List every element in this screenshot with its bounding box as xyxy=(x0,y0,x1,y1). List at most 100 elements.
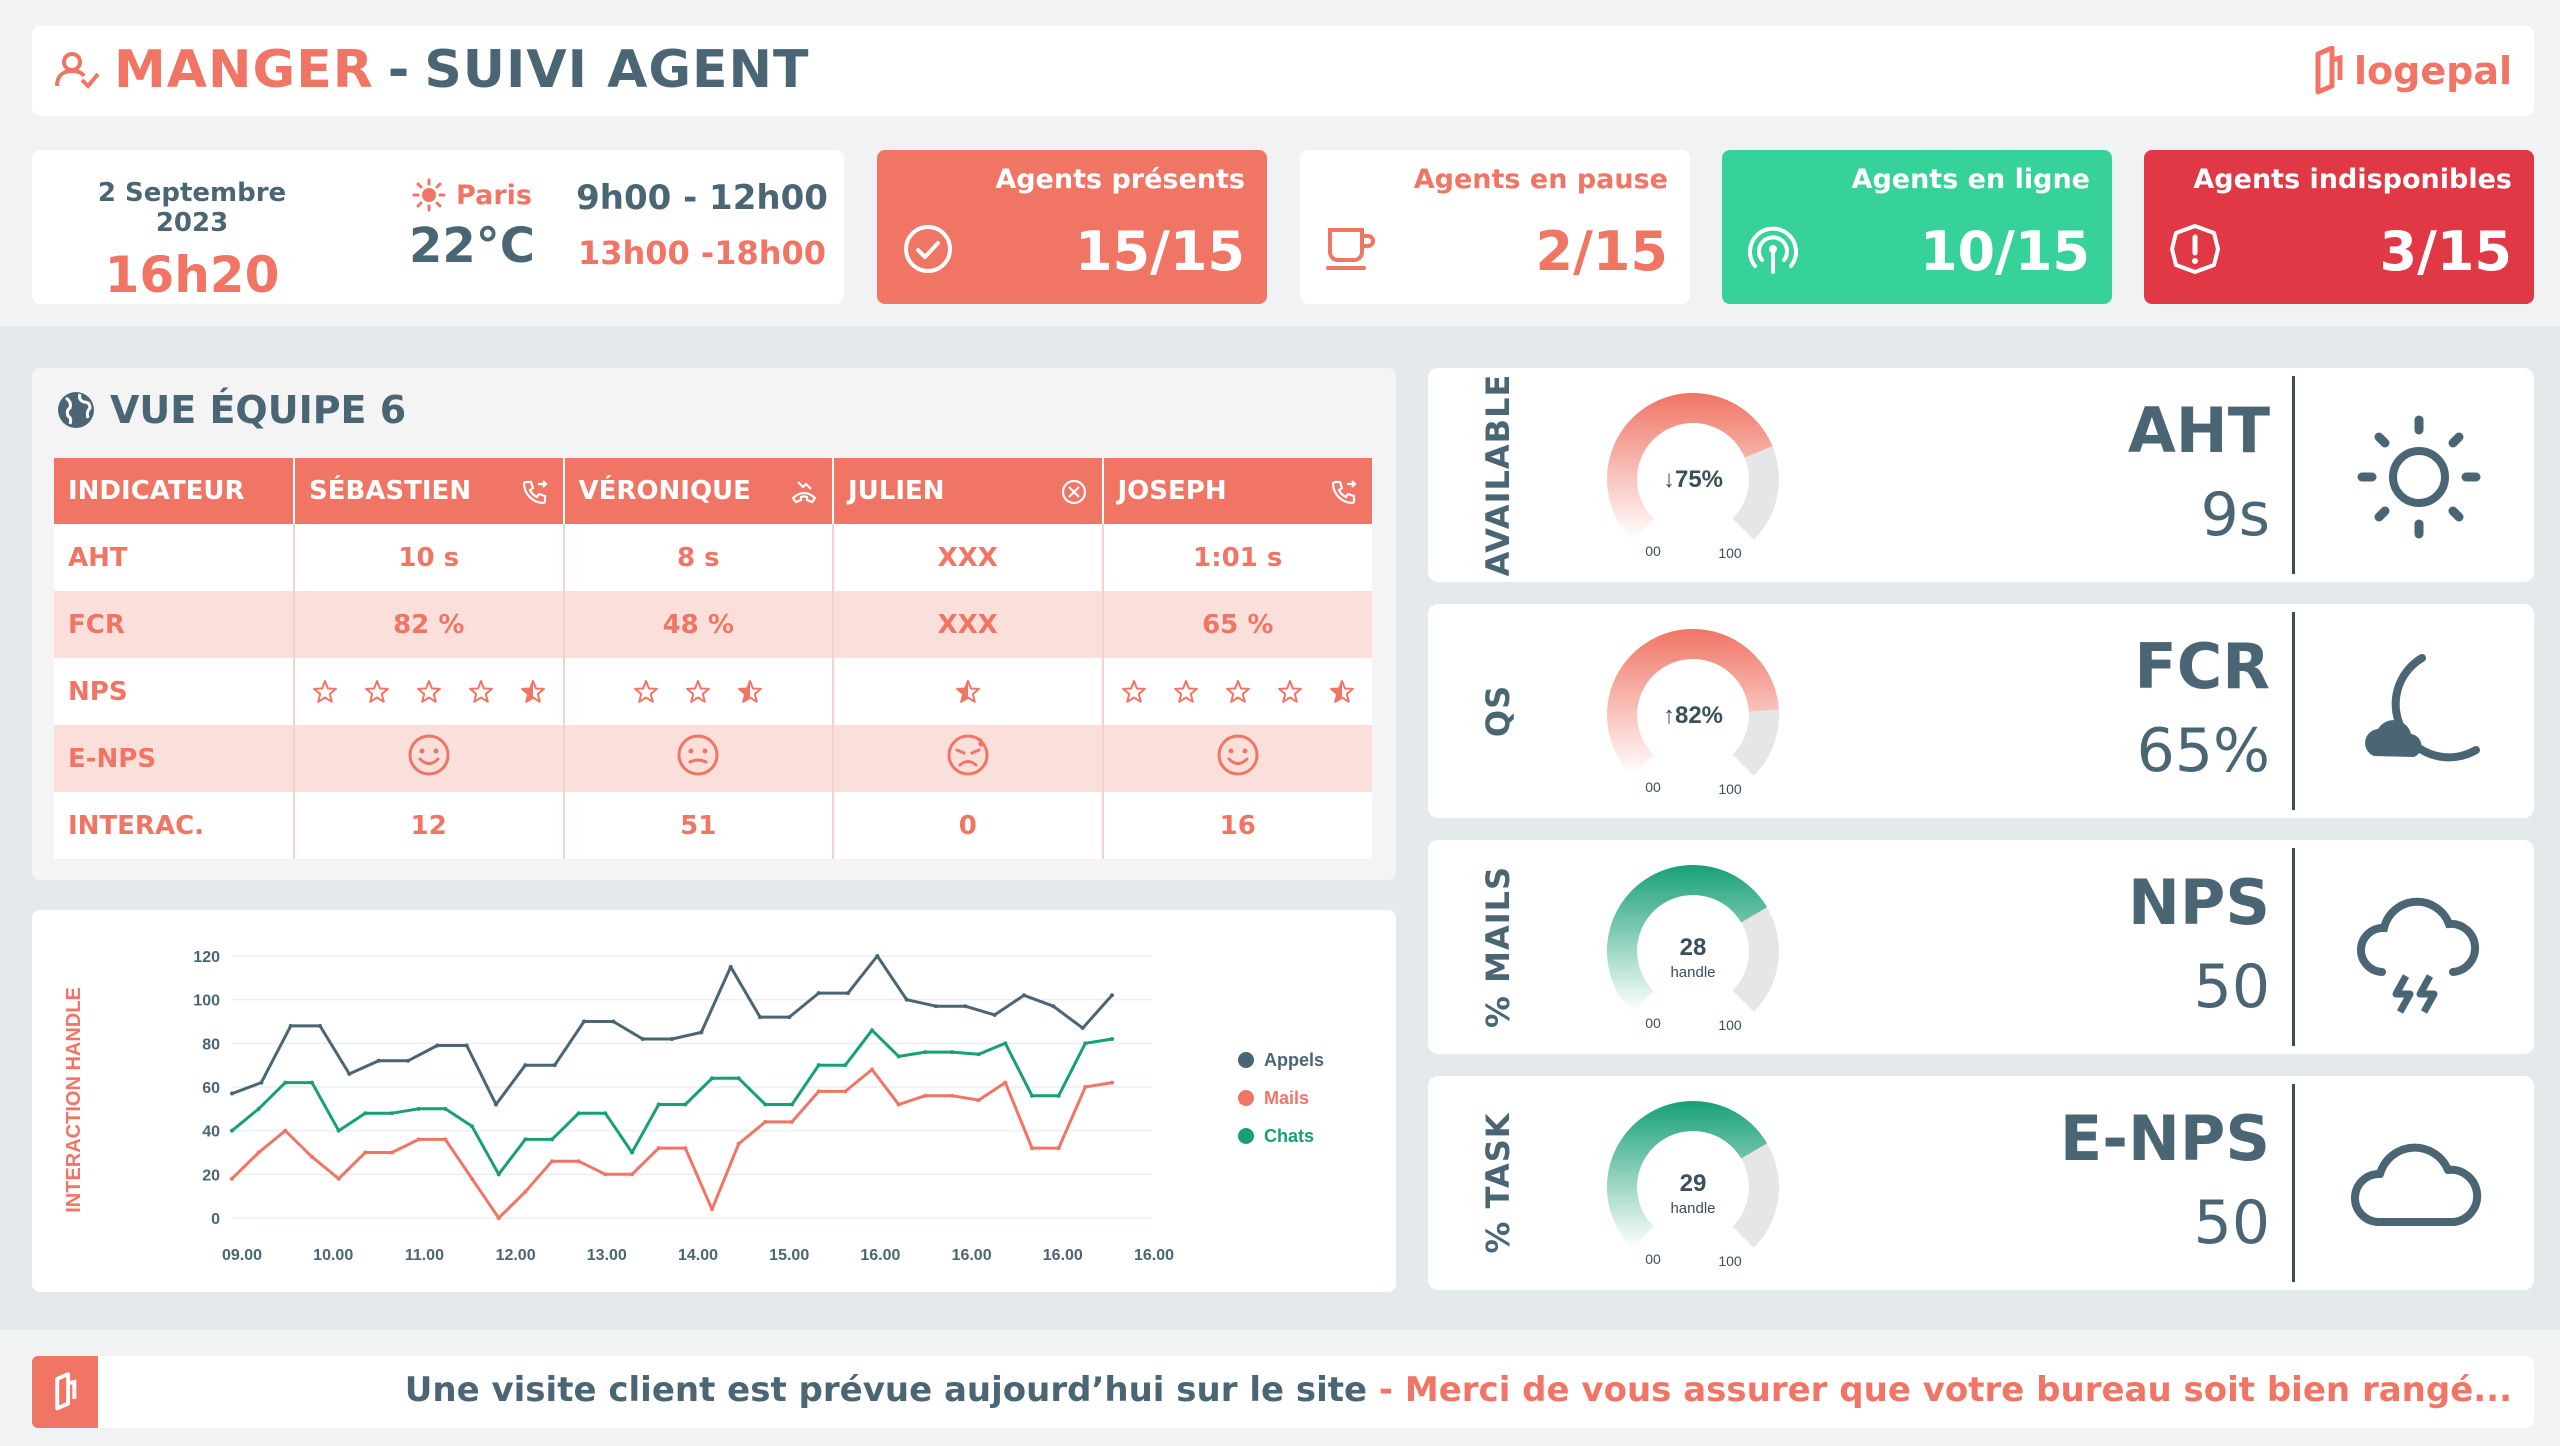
star-rating xyxy=(295,679,563,705)
gauge-card-aht: AVAILABLE ↓75% 00 100 AHT 9s xyxy=(1428,368,2534,582)
col-header-agent[interactable]: JOSEPH xyxy=(1102,458,1372,524)
gauge-center-value: ↑82% xyxy=(1663,702,1723,729)
series-line-chats xyxy=(231,1028,1113,1176)
table-cell: 1:01 s xyxy=(1102,524,1372,591)
col-header-agent[interactable]: SÉBASTIEN xyxy=(294,458,565,524)
data-point xyxy=(603,1111,608,1116)
gauge-sub-label: handle xyxy=(1670,964,1715,981)
page-title: MANGER - SUIVI AGENT xyxy=(54,40,810,100)
data-point xyxy=(1051,1004,1056,1009)
x-tick-label: 13.00 xyxy=(587,1247,627,1264)
data-point xyxy=(230,1128,234,1133)
x-tick-label: 15.00 xyxy=(769,1247,809,1264)
data-point xyxy=(1003,1080,1008,1085)
logo-text: logepal xyxy=(2354,49,2512,93)
weather-block: Paris 22°C xyxy=(372,178,572,274)
data-point xyxy=(875,954,880,958)
data-point xyxy=(683,1102,688,1107)
data-point xyxy=(976,1098,981,1103)
data-point xyxy=(310,1080,314,1085)
footer-message-sep: - xyxy=(1367,1370,1405,1410)
gauge-min-label: 00 xyxy=(1645,1015,1661,1031)
data-point xyxy=(758,1015,762,1020)
x-tick-label: 16.00 xyxy=(952,1247,992,1264)
data-point xyxy=(1110,1036,1114,1041)
kpi-agents-pause: Agents en pause 2/15 xyxy=(1300,150,1690,304)
y-tick-label: 80 xyxy=(202,1036,220,1053)
gauge-fill xyxy=(1607,629,1779,776)
data-point xyxy=(552,1063,557,1068)
data-point xyxy=(640,1036,645,1041)
gauge-fill xyxy=(1607,865,1768,1012)
data-point xyxy=(790,1102,794,1107)
data-point xyxy=(1080,1026,1085,1031)
team-title: VUE ÉQUIPE 6 xyxy=(56,388,406,432)
sun-icon xyxy=(2357,415,2481,539)
star-icon xyxy=(634,679,659,703)
data-point xyxy=(416,1137,421,1142)
footer-message-alert: Merci de vous assurer que votre bureau s… xyxy=(1404,1370,2512,1410)
table-cell: 0 xyxy=(833,792,1104,859)
date-time: 2 Septembre 2023 16h20 xyxy=(72,178,312,304)
star-icon xyxy=(1277,679,1302,703)
gauge-max-label: 100 xyxy=(1718,1017,1742,1033)
star-icon xyxy=(416,679,441,703)
gauge-side-label: QS xyxy=(1479,684,1517,738)
data-point xyxy=(896,1054,901,1059)
data-point xyxy=(230,1176,234,1181)
data-point xyxy=(310,1154,314,1159)
metric-value: 9s xyxy=(2200,480,2270,550)
series-line-appels xyxy=(231,954,1114,1106)
neutral-face-icon xyxy=(677,734,719,776)
footer-message: Une visite client est prévue aujourd’hui… xyxy=(405,1370,2512,1410)
table-cell: 82 % xyxy=(294,591,565,658)
data-point xyxy=(406,1058,410,1063)
shift-hours: 9h00 - 12h00 13h00 -18h00 xyxy=(572,178,832,272)
data-point xyxy=(896,1102,901,1107)
gauge-center-value: ↓75% xyxy=(1663,466,1723,493)
data-point xyxy=(816,991,821,996)
gauge-card-enps: % TASK 29 handle 00 100 E-NPS 50 xyxy=(1428,1076,2534,1290)
data-point xyxy=(816,1063,821,1068)
globe-icon xyxy=(58,392,94,428)
metric-value: 65% xyxy=(2136,716,2270,786)
data-point xyxy=(550,1159,554,1164)
data-point xyxy=(736,1141,741,1146)
data-point xyxy=(656,1102,661,1107)
data-point xyxy=(904,997,909,1002)
weather-temperature: 22°C xyxy=(408,218,536,274)
gauge-sub-label: handle xyxy=(1670,1200,1715,1217)
table-cell xyxy=(294,725,565,792)
footer-logo xyxy=(32,1356,98,1428)
data-point xyxy=(1110,1080,1114,1085)
row-label: FCR xyxy=(54,591,295,658)
data-point xyxy=(470,1124,474,1129)
metric-value: 50 xyxy=(2193,952,2270,1022)
data-point xyxy=(1056,1146,1061,1151)
data-point xyxy=(582,1019,586,1024)
data-point xyxy=(787,1015,792,1020)
divider xyxy=(2292,1084,2295,1282)
x-tick-label: 10.00 xyxy=(313,1247,353,1264)
legend-label: Chats xyxy=(1264,1126,1314,1146)
legend-swatch xyxy=(1238,1052,1254,1068)
gauge-side-label: % MAILS xyxy=(1479,865,1517,1029)
footer-ticker: Une visite client est prévue aujourd’hui… xyxy=(32,1356,2534,1428)
table-cell: 10 s xyxy=(294,524,565,591)
shift-afternoon: 13h00 -18h00 xyxy=(577,234,827,272)
data-point xyxy=(683,1146,688,1151)
gauge-max-label: 100 xyxy=(1718,545,1742,561)
shift-morning: 9h00 - 12h00 xyxy=(576,178,828,218)
smile-face-icon xyxy=(408,734,450,776)
star-icon xyxy=(312,679,337,703)
data-point xyxy=(256,1106,261,1111)
y-tick-label: 60 xyxy=(202,1080,220,1097)
col-header-agent[interactable]: VÉRONIQUE xyxy=(563,458,834,524)
y-tick-label: 40 xyxy=(202,1124,220,1141)
team-panel: VUE ÉQUIPE 6 INDICATEUR SÉBASTIEN VÉRONI… xyxy=(32,368,1396,880)
data-point xyxy=(736,1076,741,1081)
col-header-agent[interactable]: JULIEN xyxy=(833,458,1104,524)
team-title-text: VUE ÉQUIPE 6 xyxy=(110,388,407,432)
data-point xyxy=(550,1137,554,1142)
data-point xyxy=(846,991,850,996)
